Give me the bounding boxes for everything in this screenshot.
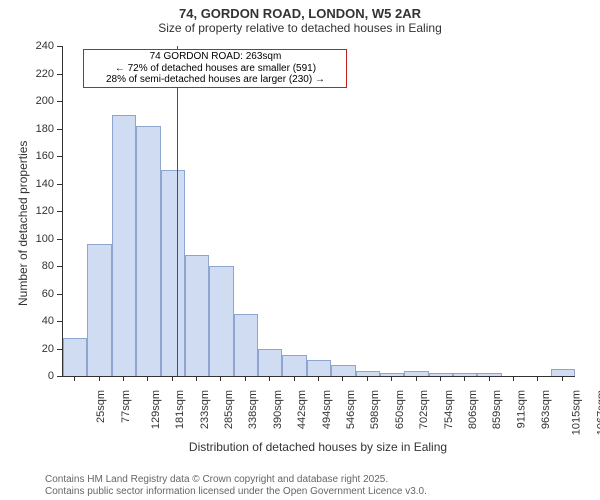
y-tick-label: 180	[26, 123, 54, 135]
x-tick-label: 859sqm	[491, 390, 503, 429]
histogram-bar	[282, 355, 306, 376]
histogram-chart: 74 GORDON ROAD: 263sqm← 72% of detached …	[0, 0, 600, 500]
x-tick-label: 546sqm	[345, 390, 357, 429]
y-tick-label: 160	[26, 150, 54, 162]
footer-line-2: Contains public sector information licen…	[45, 486, 427, 498]
x-tick-label: 233sqm	[199, 390, 211, 429]
histogram-bar	[112, 115, 136, 376]
y-tick-mark	[57, 74, 62, 75]
histogram-bar	[404, 371, 428, 377]
y-tick-label: 120	[26, 205, 54, 217]
marker-annotation: 74 GORDON ROAD: 263sqm← 72% of detached …	[83, 49, 347, 88]
annotation-line: 74 GORDON ROAD: 263sqm	[87, 51, 343, 63]
y-tick-label: 200	[26, 95, 54, 107]
x-tick-mark	[562, 376, 563, 381]
histogram-bar	[234, 314, 258, 376]
histogram-bar	[209, 266, 233, 376]
x-tick-label: 494sqm	[321, 390, 333, 429]
histogram-bar	[453, 373, 477, 376]
x-tick-label: 702sqm	[418, 390, 430, 429]
x-tick-label: 911sqm	[515, 390, 527, 428]
y-tick-mark	[57, 129, 62, 130]
y-tick-label: 0	[26, 370, 54, 382]
annotation-line: ← 72% of detached houses are smaller (59…	[87, 63, 343, 75]
histogram-bar	[185, 255, 209, 376]
x-tick-mark	[440, 376, 441, 381]
annotation-line: 28% of semi-detached houses are larger (…	[87, 74, 343, 86]
x-tick-mark	[416, 376, 417, 381]
histogram-bar	[331, 365, 355, 376]
x-tick-label: 1067sqm	[595, 390, 600, 435]
y-tick-label: 80	[26, 260, 54, 272]
x-tick-label: 285sqm	[223, 390, 235, 429]
y-tick-label: 240	[26, 40, 54, 52]
histogram-bar	[477, 373, 501, 376]
x-tick-mark	[99, 376, 100, 381]
x-tick-mark	[537, 376, 538, 381]
histogram-bar	[87, 244, 111, 376]
x-tick-mark	[123, 376, 124, 381]
y-tick-label: 220	[26, 68, 54, 80]
x-tick-mark	[513, 376, 514, 381]
y-tick-mark	[57, 321, 62, 322]
y-tick-mark	[57, 266, 62, 267]
x-tick-mark	[269, 376, 270, 381]
x-tick-label: 806sqm	[467, 390, 479, 429]
x-tick-mark	[220, 376, 221, 381]
histogram-bar	[356, 371, 380, 377]
x-tick-label: 650sqm	[394, 390, 406, 429]
histogram-bar	[429, 373, 453, 376]
x-axis-label: Distribution of detached houses by size …	[62, 440, 574, 454]
x-tick-label: 25sqm	[95, 390, 107, 423]
y-tick-label: 20	[26, 343, 54, 355]
x-tick-mark	[294, 376, 295, 381]
x-tick-mark	[172, 376, 173, 381]
y-tick-mark	[57, 239, 62, 240]
property-marker-line	[177, 46, 178, 376]
y-tick-mark	[57, 211, 62, 212]
x-tick-mark	[367, 376, 368, 381]
x-tick-mark	[74, 376, 75, 381]
y-tick-mark	[57, 184, 62, 185]
histogram-bar	[258, 349, 282, 377]
x-tick-mark	[464, 376, 465, 381]
x-tick-mark	[147, 376, 148, 381]
y-tick-mark	[57, 349, 62, 350]
histogram-bar	[136, 126, 160, 376]
x-tick-mark	[196, 376, 197, 381]
x-tick-mark	[489, 376, 490, 381]
x-tick-label: 598sqm	[370, 390, 382, 429]
histogram-bar	[161, 170, 185, 376]
x-tick-label: 963sqm	[540, 390, 552, 429]
y-tick-label: 140	[26, 178, 54, 190]
y-tick-mark	[57, 46, 62, 47]
x-tick-mark	[391, 376, 392, 381]
footer-line-1: Contains HM Land Registry data © Crown c…	[45, 474, 427, 486]
x-tick-label: 77sqm	[120, 390, 132, 423]
y-axis-label: Number of detached properties	[16, 141, 30, 306]
y-tick-mark	[57, 294, 62, 295]
histogram-bar	[307, 360, 331, 377]
x-tick-mark	[245, 376, 246, 381]
y-tick-mark	[57, 156, 62, 157]
y-tick-mark	[57, 376, 62, 377]
x-tick-mark	[342, 376, 343, 381]
x-tick-mark	[318, 376, 319, 381]
y-tick-label: 100	[26, 233, 54, 245]
attribution-footer: Contains HM Land Registry data © Crown c…	[45, 474, 427, 498]
x-tick-label: 754sqm	[443, 390, 455, 429]
y-tick-mark	[57, 101, 62, 102]
x-tick-label: 181sqm	[174, 390, 186, 429]
y-tick-label: 40	[26, 315, 54, 327]
y-tick-label: 60	[26, 288, 54, 300]
x-tick-label: 1015sqm	[571, 390, 583, 435]
x-tick-label: 390sqm	[272, 390, 284, 429]
plot-area: 74 GORDON ROAD: 263sqm← 72% of detached …	[62, 46, 575, 377]
histogram-bar	[551, 369, 575, 376]
histogram-bar	[63, 338, 87, 377]
x-tick-label: 442sqm	[296, 390, 308, 429]
x-tick-label: 338sqm	[248, 390, 260, 429]
x-tick-label: 129sqm	[150, 390, 162, 429]
